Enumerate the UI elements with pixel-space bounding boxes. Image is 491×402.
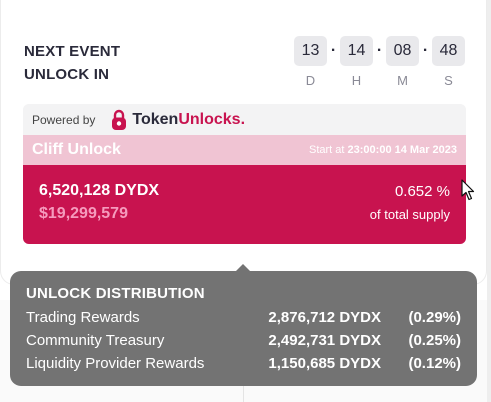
distribution-row: Community Treasury 2,492,731 DYDX (0.25%… <box>26 329 461 352</box>
distribution-percent: (0.29%) <box>408 309 461 326</box>
countdown-days-label: D <box>305 73 316 88</box>
countdown-seconds-label: S <box>444 73 453 88</box>
unlock-summary: 6,520,128 DYDX $19,299,579 0.652 % of to… <box>23 165 466 244</box>
countdown-separator: · <box>422 42 429 59</box>
token-unlocks-widget[interactable]: Powered by TokenUnlocks. Cliff Unlock St… <box>23 104 466 244</box>
distribution-row: Trading Rewards 2,876,712 DYDX (0.29%) <box>26 306 461 329</box>
unlock-usd-value: $19,299,579 <box>39 205 128 222</box>
countdown-separator: · <box>330 42 337 59</box>
countdown-minutes: 08 M <box>386 36 419 88</box>
next-event-line2: UNLOCK IN <box>24 66 110 83</box>
countdown-timer: 13 D · 14 H · 08 M · 48 S <box>294 36 465 88</box>
brand-name-part2: Unlocks <box>178 110 241 128</box>
distribution-name: Liquidity Provider Rewards <box>26 355 205 372</box>
countdown-minutes-value: 08 <box>386 36 419 66</box>
start-prefix: Start at <box>309 144 345 156</box>
unlock-distribution-tooltip: UNLOCK DISTRIBUTION Trading Rewards 2,87… <box>10 271 477 386</box>
next-event-heading: NEXT EVENT UNLOCK IN <box>24 40 120 86</box>
cliff-start-time: Start at 23:00:00 14 Mar 2023 <box>309 144 457 156</box>
powered-by-label: Powered by <box>32 112 96 127</box>
countdown-hours: 14 H <box>340 36 373 88</box>
countdown-minutes-label: M <box>397 73 408 88</box>
powered-by-bar: Powered by TokenUnlocks. <box>23 104 466 135</box>
countdown-hours-value: 14 <box>340 36 373 66</box>
token-unlocks-logo[interactable]: TokenUnlocks. <box>111 109 245 131</box>
tooltip-arrow <box>235 264 251 272</box>
countdown-hours-label: H <box>351 73 362 88</box>
countdown-days: 13 D <box>294 36 327 88</box>
distribution-title: UNLOCK DISTRIBUTION <box>26 285 205 302</box>
scrollbar-track[interactable] <box>487 0 491 402</box>
distribution-amount: 2,876,712 DYDX <box>268 309 381 326</box>
cliff-unlock-bar: Cliff Unlock Start at 23:00:00 14 Mar 20… <box>23 135 466 165</box>
distribution-amount: 2,492,731 DYDX <box>268 332 381 349</box>
unlock-percent-caption: of total supply <box>369 207 450 222</box>
distribution-percent: (0.25%) <box>408 332 461 349</box>
countdown-days-value: 13 <box>294 36 327 66</box>
brand-name-part1: Token <box>132 110 179 128</box>
distribution-row: Liquidity Provider Rewards 1,150,685 DYD… <box>26 352 461 375</box>
distribution-name: Trading Rewards <box>26 309 140 326</box>
distribution-percent: (0.12%) <box>408 355 461 372</box>
padlock-icon <box>112 109 127 130</box>
mouse-pointer-icon <box>461 179 475 201</box>
cliff-unlock-title: Cliff Unlock <box>32 141 121 158</box>
next-event-line1: NEXT EVENT <box>24 43 121 60</box>
countdown-seconds: 48 S <box>432 36 465 88</box>
distribution-name: Community Treasury <box>26 332 165 349</box>
unlock-card: NEXT EVENT UNLOCK IN 13 D · 14 H · 08 M … <box>0 0 487 285</box>
distribution-amount: 1,150,685 DYDX <box>268 355 381 372</box>
brand-name-dot: . <box>240 110 246 128</box>
unlock-percent: 0.652 % <box>394 183 450 200</box>
divider <box>243 382 244 402</box>
unlock-amount: 6,520,128 DYDX <box>39 182 160 199</box>
brand-name: TokenUnlocks. <box>132 111 245 129</box>
start-value: 23:00:00 14 Mar 2023 <box>347 144 457 156</box>
countdown-seconds-value: 48 <box>432 36 465 66</box>
countdown-separator: · <box>376 42 383 59</box>
